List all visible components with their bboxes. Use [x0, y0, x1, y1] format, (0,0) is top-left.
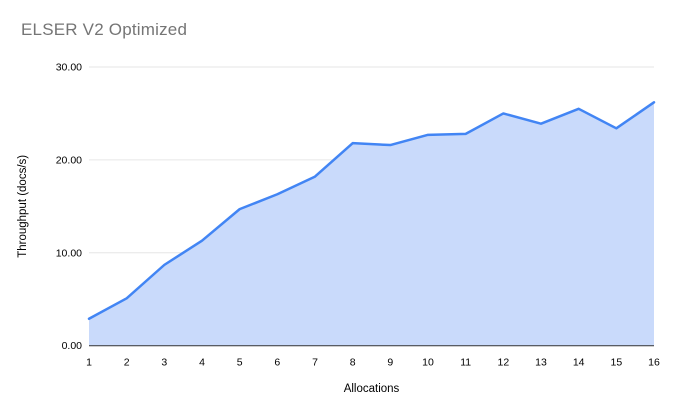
chart-title: ELSER V2 Optimized	[21, 20, 188, 39]
x-tick-label-16: 16	[648, 357, 660, 369]
x-tick-label-9: 9	[387, 357, 393, 369]
y-tick-label-0.00: 0.00	[62, 340, 83, 352]
y-tick-label-20.00: 20.00	[56, 154, 82, 166]
series-line	[87, 101, 656, 321]
y-axis-title: Throughput (docs/s)	[17, 155, 29, 258]
x-tick-label-14: 14	[573, 357, 585, 369]
x-tick-label-11: 11	[460, 357, 471, 369]
x-tick-label-5: 5	[237, 357, 243, 369]
x-axis-title: Allocations	[344, 383, 400, 395]
x-tick-label-15: 15	[610, 357, 622, 369]
x-tick-label-2: 2	[124, 357, 130, 369]
x-tick-label-8: 8	[350, 357, 356, 369]
x-tick-label-13: 13	[535, 357, 547, 369]
x-tick-label-7: 7	[312, 357, 318, 369]
x-tick-label-10: 10	[422, 357, 434, 369]
x-tick-label-1: 1	[86, 357, 92, 369]
x-tick-label-3: 3	[161, 357, 167, 369]
y-tick-label-10.00: 10.00	[56, 247, 82, 259]
y-tick-label-30.00: 30.00	[56, 62, 82, 74]
x-tick-label-12: 12	[497, 357, 509, 369]
x-tick-label-6: 6	[274, 357, 280, 369]
x-tick-label-4: 4	[199, 357, 205, 369]
series-area-fill	[89, 102, 654, 346]
